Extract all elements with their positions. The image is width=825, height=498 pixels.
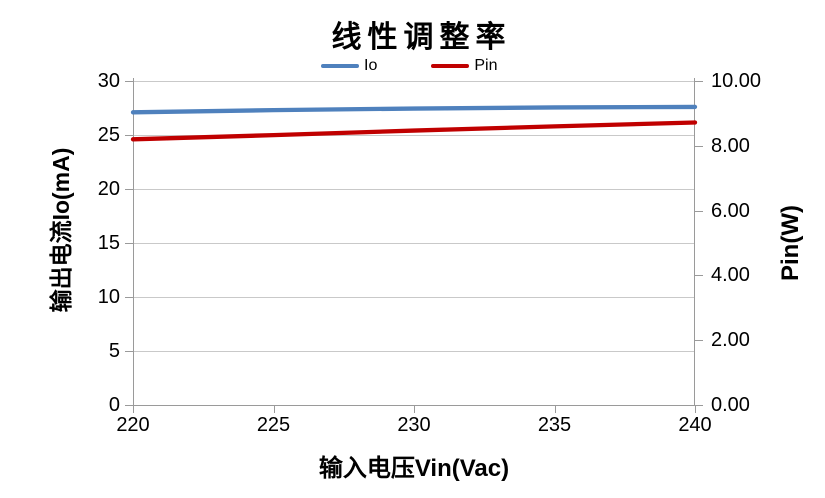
tick-label: 8.00 [711,134,750,157]
tick-label: 10 [97,286,120,308]
chart-title: 线性调整率 [331,21,512,54]
legend-item-io: Io [321,58,377,74]
tick-label: 2.00 [711,329,750,352]
tick-label: 10.00 [711,70,762,92]
tick-label: 20 [97,178,120,200]
tick-label: 4.00 [711,264,750,287]
tick-label: 0.00 [711,394,750,416]
tick-label: 6.00 [711,199,750,222]
tick-label: 230 [397,414,431,436]
tick-label: 225 [256,414,291,436]
legend-label-pin: Pin [474,57,498,74]
series-line-pin [130,120,698,142]
tick-label: 0 [108,394,120,416]
tick-label: 15 [97,232,120,254]
series-line-io [130,104,698,115]
tick-label: 240 [678,414,712,436]
tick-label: 220 [116,414,150,436]
tick-label: 30 [97,70,120,92]
legend-item-pin: Pin [431,58,497,74]
legend: Io Pin [321,58,497,74]
legend-label-io: Io [364,57,378,74]
x-axis-title: 输入电压Vin(Vac) [318,455,510,482]
tick-label: 25 [97,124,120,146]
legend-line-swatch-pin [431,63,470,69]
tick-label: 5 [108,340,120,362]
legend-line-swatch-io [321,63,359,69]
tick-label: 235 [537,414,572,436]
